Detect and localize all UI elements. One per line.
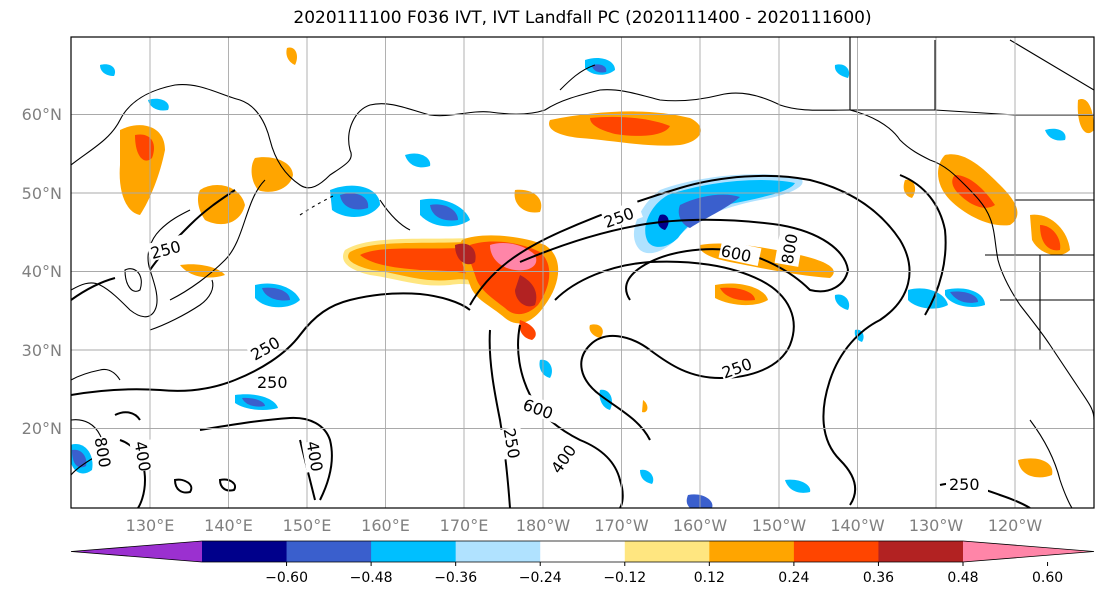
- lat-label: 30°N: [22, 341, 62, 360]
- colorbar-swatch: [624, 541, 710, 562]
- colorbar-swatch: [371, 541, 457, 562]
- lat-label: 40°N: [22, 262, 62, 281]
- colorbar-swatch: [793, 541, 879, 562]
- colorbar-swatch: [202, 541, 288, 562]
- colorbar-outline: [70, 540, 1095, 563]
- lon-label: 140°W: [830, 516, 885, 535]
- lon-label: 150°W: [752, 516, 807, 535]
- negative-shading: [71, 58, 1066, 508]
- colorbar-tick-label: −0.12: [603, 570, 646, 586]
- lat-label: 50°N: [22, 184, 62, 203]
- colorbar-swatch: [878, 541, 964, 562]
- lon-label: 170°W: [594, 516, 649, 535]
- lon-label: 180°W: [516, 516, 571, 535]
- colorbar-extend-low: [71, 541, 202, 562]
- colorbar-swatch: [286, 541, 372, 562]
- coastlines: [71, 37, 1094, 508]
- latitude-labels: 60°N 50°N 40°N 30°N 20°N: [22, 105, 62, 438]
- map-panel: 250 250 600 800 250 250 250 600 250 400: [70, 36, 1095, 509]
- lon-label: 130°E: [126, 516, 175, 535]
- longitude-labels: 130°E 140°E 150°E 160°E 170°E 180°W 170°…: [126, 516, 1043, 535]
- colorbar-tick-label: −0.60: [265, 570, 308, 586]
- colorbar-swatch: [709, 541, 795, 562]
- lat-label: 20°N: [22, 419, 62, 438]
- contour-label: 250: [949, 475, 980, 494]
- positive-shading: [119, 47, 1094, 478]
- lon-label: 130°W: [909, 516, 964, 535]
- map-frame: [70, 36, 1095, 509]
- lon-label: 160°W: [673, 516, 728, 535]
- map-title: 2020111100 F036 IVT, IVT Landfall PC (20…: [293, 8, 872, 28]
- colorbar-tick-label: −0.36: [434, 570, 477, 586]
- lat-label: 60°N: [22, 105, 62, 124]
- graticule: [71, 37, 1094, 508]
- colorbar-tick-label: −0.24: [519, 570, 562, 586]
- colorbar-tick-label: 0.60: [1032, 570, 1063, 586]
- colorbar: −0.60 −0.48 −0.36 −0.24 −0.12 0.12 0.24 0.36 0.4…: [70, 540, 1095, 586]
- colorbar-tick-label: 0.48: [947, 570, 978, 586]
- contour-label: 250: [257, 373, 288, 392]
- colorbar-extend-high: [963, 541, 1094, 562]
- lon-label: 140°E: [204, 516, 253, 535]
- colorbar-tick-label: 0.24: [778, 570, 809, 586]
- colorbar-tick-label: 0.36: [863, 570, 894, 586]
- colorbar-swatch: [540, 541, 626, 562]
- contour-labels: 250 250 600 800 250 250 250 600 250 400: [88, 200, 988, 494]
- lon-label: 160°E: [361, 516, 410, 535]
- lon-label: 170°E: [440, 516, 489, 535]
- colorbar-tick-label: −0.48: [350, 570, 393, 586]
- map-background: [71, 37, 1094, 508]
- colorbar-swatch: [455, 541, 541, 562]
- colorbar-tick-label: 0.12: [694, 570, 725, 586]
- lon-label: 150°E: [283, 516, 332, 535]
- lon-label: 120°W: [988, 516, 1043, 535]
